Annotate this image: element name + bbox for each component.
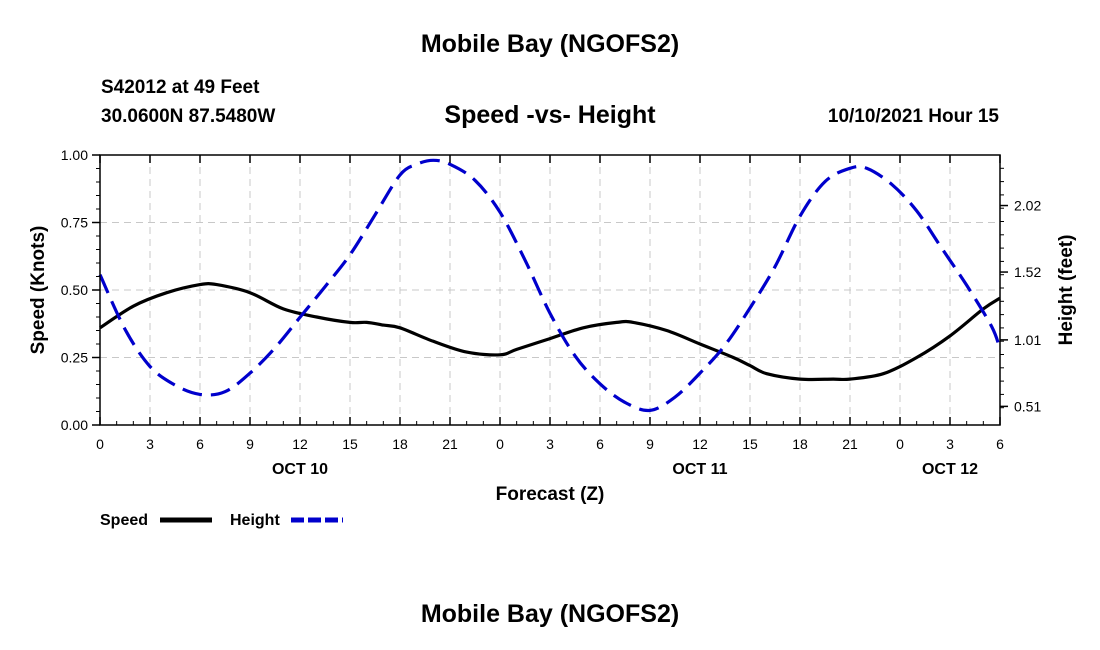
date-label: OCT 12	[922, 461, 978, 478]
legend-label-height: Height	[230, 512, 280, 529]
x-tick-label: 15	[342, 436, 358, 452]
y2-tick-label: 2.02	[1014, 198, 1041, 214]
y-tick-label: 0.50	[61, 282, 88, 298]
legend-label-speed: Speed	[100, 512, 148, 529]
y-tick-label: 0.00	[61, 417, 88, 433]
axis-layer: 0 3 6 9 12 15 18 21 0 3 6 9 12 15 18 21 0 3 6 OCT 10 OCT 11 O…	[61, 147, 1042, 478]
x-tick-label: 18	[792, 436, 808, 452]
x-tick-label: 6	[996, 436, 1004, 452]
x-tick-label: 12	[692, 436, 708, 452]
y-axis-label: Speed (Knots)	[28, 226, 49, 355]
footer-title: Mobile Bay (NGOFS2)	[420, 600, 680, 628]
series-line-height	[98, 158, 1002, 413]
coordinates-label: 30.0600N 87.5480W	[101, 106, 276, 127]
series-layer	[98, 158, 1002, 413]
legend: Speed Height	[100, 512, 343, 529]
x-tick-label: 0	[896, 436, 904, 452]
x-tick-label: 18	[392, 436, 408, 452]
x-tick-label: 6	[596, 436, 604, 452]
x-tick-label: 3	[546, 436, 554, 452]
y-tick-label: 0.25	[61, 350, 88, 366]
station-label: S42012 at 49 Feet	[101, 77, 260, 98]
x-tick-label: 21	[842, 436, 858, 452]
forecast-datetime: 10/10/2021 Hour 15	[827, 106, 999, 127]
date-label: OCT 11	[672, 461, 727, 478]
y2-tick-label: 1.01	[1014, 332, 1041, 348]
x-tick-label: 0	[496, 436, 504, 452]
x-tick-label: 3	[946, 436, 954, 452]
x-tick-label: 6	[196, 436, 204, 452]
x-tick-label: 0	[96, 436, 104, 452]
y2-tick-label: 1.52	[1014, 264, 1041, 280]
y2-tick-label: 0.51	[1014, 398, 1041, 414]
x-axis-label: Forecast (Z)	[496, 484, 605, 505]
x-tick-label: 15	[742, 436, 758, 452]
x-tick-label: 21	[442, 436, 458, 452]
x-tick-label: 12	[292, 436, 308, 452]
x-tick-label: 9	[246, 436, 254, 452]
x-tick-label: 3	[146, 436, 154, 452]
date-label: OCT 10	[272, 461, 328, 478]
chart-subtitle: Speed -vs- Height	[444, 101, 656, 129]
chart-title: Mobile Bay (NGOFS2)	[420, 30, 680, 58]
y2-axis-label: Height (feet)	[1056, 235, 1077, 346]
series-line-speed	[99, 282, 1001, 382]
grid-layer	[100, 155, 1000, 425]
y-tick-label: 1.00	[61, 147, 88, 163]
y-tick-label: 0.75	[61, 215, 88, 231]
x-tick-label: 9	[646, 436, 654, 452]
